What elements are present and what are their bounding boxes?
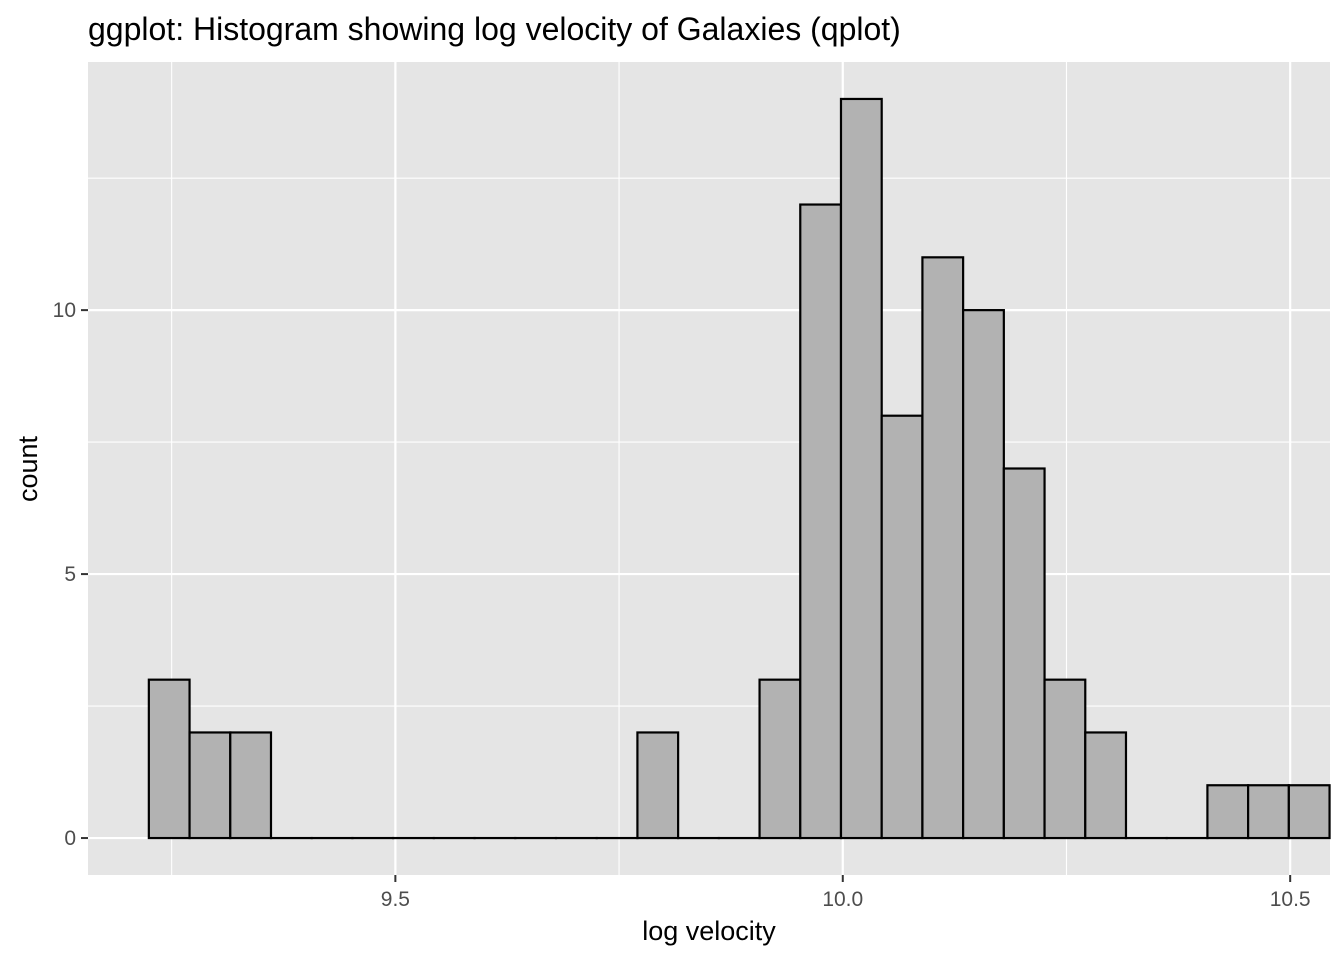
histogram-bar xyxy=(1206,784,1250,840)
histogram-bars xyxy=(147,97,1331,840)
x-tick-label: 10.0 xyxy=(822,888,863,911)
y-tick-label: 0 xyxy=(64,827,76,850)
histogram-bar xyxy=(799,203,843,840)
histogram-bar xyxy=(1247,784,1290,840)
y-axis-title: count xyxy=(13,435,43,502)
chart-title: ggplot: Histogram showing log velocity o… xyxy=(88,11,901,47)
x-tick-label: 10.5 xyxy=(1270,888,1311,911)
y-tick-label: 10 xyxy=(53,299,76,322)
y-tick-label: 5 xyxy=(64,563,76,586)
histogram-bar xyxy=(1287,784,1331,840)
histogram-bar xyxy=(636,731,680,840)
histogram-bar xyxy=(229,731,273,840)
histogram-bar xyxy=(188,731,232,840)
histogram-bar xyxy=(147,678,191,840)
histogram-bar xyxy=(921,256,965,840)
histogram-bar xyxy=(758,678,802,840)
y-axis: 0 5 10 xyxy=(53,299,88,850)
histogram-bar xyxy=(880,414,924,840)
histogram-bar xyxy=(1084,731,1128,840)
x-tick-label: 9.5 xyxy=(381,888,410,911)
plot-panel xyxy=(88,62,1330,875)
x-axis: 9.5 10.0 10.5 xyxy=(381,875,1311,911)
histogram-bar xyxy=(962,309,1005,840)
histogram-bar xyxy=(839,97,883,840)
x-axis-title: log velocity xyxy=(642,916,776,946)
histogram-bar xyxy=(1043,678,1087,840)
histogram-bar xyxy=(1002,467,1046,840)
